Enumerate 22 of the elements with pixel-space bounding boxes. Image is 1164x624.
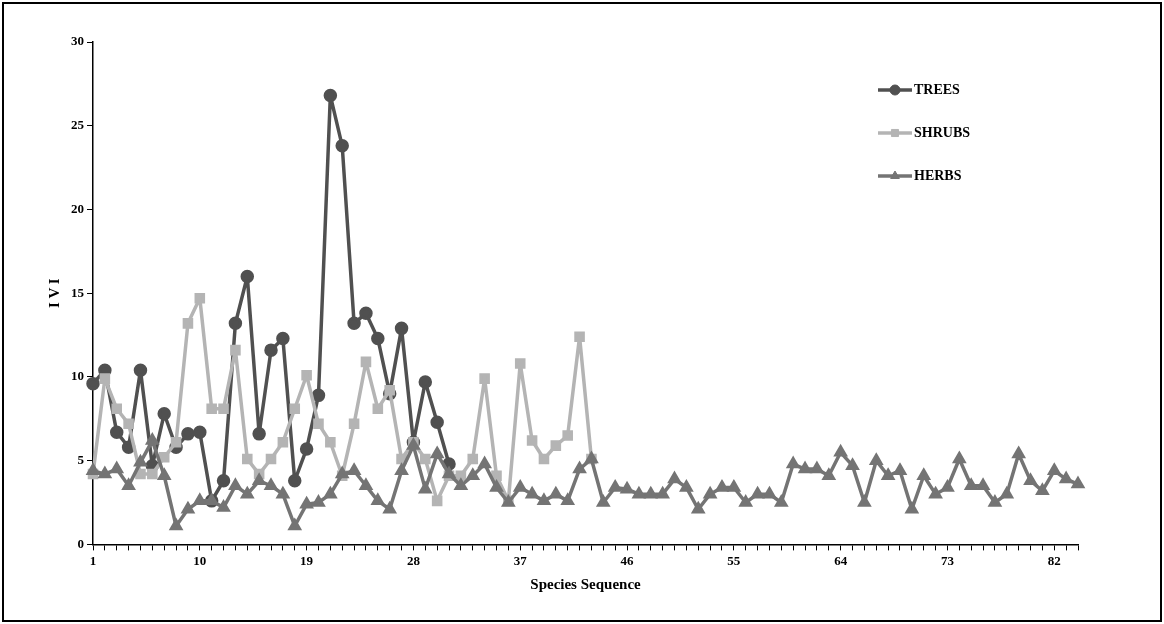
x-tick-label: 37 [513, 552, 528, 568]
y-axis-title: I V I [45, 278, 62, 308]
x-tick-label: 82 [1047, 552, 1061, 568]
y-tick-label: 25 [71, 117, 85, 133]
x-axis-title: Species Sequence [530, 575, 642, 592]
legend-label: TREES [914, 81, 961, 97]
y-tick-label: 10 [71, 368, 84, 384]
y-tick-label: 20 [71, 200, 84, 216]
x-tick-label: 19 [300, 552, 314, 568]
legend-label: HERBS [914, 167, 962, 183]
x-tick-label: 64 [834, 552, 848, 568]
y-tick-label: 0 [77, 535, 84, 551]
y-tick-label: 5 [77, 452, 85, 468]
x-tick-label: 55 [727, 552, 741, 568]
x-tick-label: 10 [193, 552, 207, 568]
x-tick-label: 28 [406, 552, 421, 568]
y-tick-label: 15 [71, 284, 85, 300]
y-tick-label: 30 [71, 33, 84, 49]
legend-label: SHRUBS [914, 124, 971, 140]
x-tick-label: 1 [89, 552, 97, 568]
x-tick-label: 73 [940, 552, 955, 568]
x-tick-label: 46 [620, 552, 635, 568]
